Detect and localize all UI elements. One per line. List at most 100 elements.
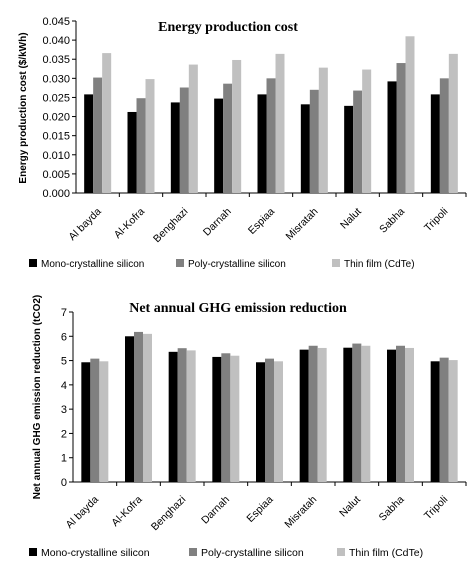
- bar: [81, 362, 91, 482]
- bar: [352, 343, 362, 482]
- bar: [230, 355, 240, 482]
- bar: [396, 63, 406, 193]
- y-tick-label: 0.010: [42, 150, 70, 162]
- bar: [266, 78, 276, 193]
- bar: [212, 356, 222, 482]
- bar: [99, 361, 109, 482]
- y-tick-label: 5: [61, 356, 67, 368]
- legend-label: Mono-crystalline silicon: [41, 259, 144, 270]
- legend-swatch: [29, 548, 37, 556]
- y-tick-label: 0.025: [42, 92, 70, 104]
- ghg-reduction-chart: Net annual GHG emission reduction Net ann…: [29, 295, 467, 559]
- bar: [448, 53, 458, 194]
- bar: [186, 350, 196, 482]
- bar: [177, 348, 187, 482]
- y-tick-label: 0.035: [42, 54, 70, 66]
- bar: [145, 79, 155, 193]
- category-label: Sabha: [377, 206, 407, 236]
- category-label: Espiaa: [246, 206, 277, 237]
- chart-title: Energy production cost: [158, 20, 298, 35]
- legend-label: Poly-crystalline silicon: [201, 547, 304, 559]
- bar: [439, 78, 449, 193]
- category-label: Al-Kofra: [112, 206, 147, 241]
- bar: [102, 53, 112, 194]
- bar: [223, 83, 233, 193]
- bar: [188, 64, 198, 193]
- bar: [299, 349, 309, 482]
- bar: [84, 94, 94, 193]
- category-label: Nalut: [338, 206, 364, 232]
- bar: [257, 94, 267, 193]
- bar: [143, 333, 152, 482]
- y-tick-label: 0.000: [42, 188, 70, 200]
- category-label: Tripoli: [422, 494, 450, 522]
- y-tick-label: 0.005: [42, 169, 70, 181]
- bar: [405, 347, 414, 482]
- category-label: Benghazi: [151, 206, 190, 245]
- bar: [125, 336, 134, 482]
- category-label: Al-Kofra: [109, 494, 144, 529]
- y-tick-label: 0.030: [42, 73, 70, 85]
- bar: [448, 360, 458, 482]
- y-tick-label: 7: [61, 307, 67, 319]
- bar: [387, 349, 396, 482]
- legend-label: Thin film (CdTe): [349, 547, 423, 559]
- bar: [168, 351, 178, 482]
- bar: [308, 345, 318, 482]
- bar: [387, 81, 397, 193]
- legend-label: Mono-crystalline silicon: [41, 547, 150, 559]
- category-label: Al bayda: [64, 494, 101, 531]
- bar: [214, 98, 224, 193]
- y-tick-label: 0.015: [42, 131, 70, 143]
- bar: [274, 361, 283, 482]
- category-label: Benghazi: [149, 494, 188, 533]
- bar: [232, 59, 242, 194]
- bar: [300, 104, 310, 193]
- chart-title: Net annual GHG emission reduction: [129, 301, 347, 316]
- bar: [396, 345, 405, 482]
- category-label: Espiaa: [244, 494, 275, 525]
- bar: [361, 345, 371, 482]
- legend-swatch: [29, 259, 37, 267]
- category-label: Darnah: [201, 206, 234, 239]
- legend-swatch: [189, 548, 197, 556]
- bar: [309, 89, 319, 193]
- bar: [353, 90, 363, 193]
- bar: [439, 357, 449, 482]
- bar: [127, 111, 137, 193]
- y-tick-label: 1: [61, 453, 67, 465]
- bar: [134, 331, 143, 482]
- legend-swatch: [337, 548, 345, 556]
- category-label: Tripoli: [422, 206, 450, 234]
- energy-cost-chart: Energy production cost Energy production …: [18, 16, 467, 270]
- bar: [136, 98, 146, 193]
- bar: [344, 105, 354, 193]
- bar: [221, 353, 231, 482]
- y-axis-label: Energy production cost ($/kWh): [18, 32, 29, 183]
- bar: [430, 94, 440, 193]
- bar: [343, 347, 353, 482]
- y-tick-label: 0.045: [42, 16, 70, 28]
- legend-swatch: [332, 259, 340, 267]
- category-label: Sabha: [377, 494, 407, 524]
- legend-label: Poly-crystalline silicon: [188, 259, 286, 270]
- category-label: Nalut: [337, 494, 363, 520]
- bar: [318, 67, 328, 193]
- category-label: Misratah: [283, 206, 320, 243]
- bar: [90, 358, 100, 482]
- legend-label: Thin film (CdTe): [344, 259, 415, 270]
- y-axis-label: Net annual GHG emission reduction (tCO2): [32, 295, 43, 499]
- bar: [362, 69, 372, 193]
- bar: [265, 358, 274, 482]
- bar: [275, 53, 285, 194]
- category-label: Al bayda: [66, 206, 103, 243]
- bar: [405, 36, 415, 194]
- category-label: Darnah: [199, 494, 232, 527]
- y-tick-label: 2: [61, 428, 67, 440]
- legend-swatch: [176, 259, 184, 267]
- bar: [430, 361, 440, 482]
- bar: [179, 87, 189, 193]
- category-label: Misratah: [282, 494, 319, 531]
- y-tick-label: 0: [61, 477, 67, 489]
